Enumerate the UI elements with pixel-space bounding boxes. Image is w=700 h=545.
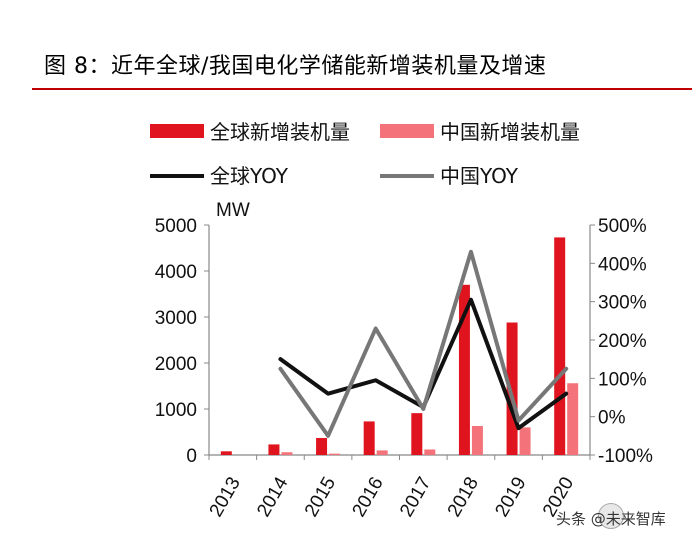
watermark-logo-icon: [598, 503, 624, 529]
bar: [554, 237, 566, 455]
y-axis-unit-label: MW: [216, 200, 250, 221]
title-rule: [32, 88, 692, 90]
y2-tick-label: 0%: [598, 408, 626, 429]
bar: [519, 427, 531, 455]
bar: [316, 437, 328, 455]
y2-tick-label: 400%: [598, 254, 647, 275]
x-tick-label: 2014: [253, 473, 293, 520]
legend-label-global-yoy: 全球YOY: [210, 164, 289, 188]
x-tick-label: 2013: [206, 474, 245, 521]
y2-tick-label: 200%: [598, 331, 647, 352]
y2-tick-label: 300%: [598, 293, 647, 314]
y-tick-label: 1000: [155, 400, 197, 421]
legend-label-global-installs: 全球新增装机量: [210, 120, 350, 144]
y2-tick-label: 100%: [598, 369, 647, 390]
legend-swatch-china-installs: [380, 124, 434, 138]
bar: [220, 451, 232, 455]
bar: [567, 383, 579, 455]
bar: [281, 452, 293, 455]
figure-title: 图 8：近年全球/我国电化学储能新增装机量及增速: [44, 54, 547, 79]
y-tick-label: 2000: [155, 354, 197, 375]
lines: [278, 249, 569, 438]
bar: [363, 421, 375, 455]
series-line: [278, 249, 569, 438]
x-tick-label: 2018: [444, 474, 483, 521]
bar: [329, 453, 341, 455]
legend-label-china-yoy: 中国YOY: [440, 164, 519, 188]
bars: [220, 237, 579, 455]
bar: [506, 322, 518, 455]
bar: [424, 449, 436, 455]
y2-tick-label: 500%: [598, 216, 647, 237]
x-tick-label: 2019: [491, 474, 530, 521]
legend: 全球新增装机量 中国新增装机量 全球YOY 中国YOY: [150, 120, 580, 188]
x-tick-label: 2016: [348, 474, 387, 521]
y-tick-label: 3000: [155, 308, 197, 329]
bar: [471, 426, 483, 455]
legend-swatch-global-installs: [150, 124, 204, 138]
y2-tick-label: -100%: [598, 446, 653, 467]
y-tick-label: 5000: [155, 216, 197, 237]
bar: [411, 413, 423, 455]
bar: [458, 284, 470, 455]
tick-labels: 0 1000 2000 3000 4000 5000 -100% 0% 100% 200% 300%…: [155, 216, 653, 521]
x-tick-label: 2017: [396, 474, 435, 521]
y-tick-label: 0: [186, 446, 197, 467]
legend-label-china-installs: 中国新增装机量: [440, 120, 580, 144]
x-tick-label: 2015: [301, 474, 340, 521]
axes: [204, 224, 595, 460]
y-tick-label: 4000: [155, 262, 197, 283]
bar: [268, 444, 280, 455]
bar: [376, 450, 388, 455]
watermark-text: 头条 @未来智库: [556, 510, 666, 528]
